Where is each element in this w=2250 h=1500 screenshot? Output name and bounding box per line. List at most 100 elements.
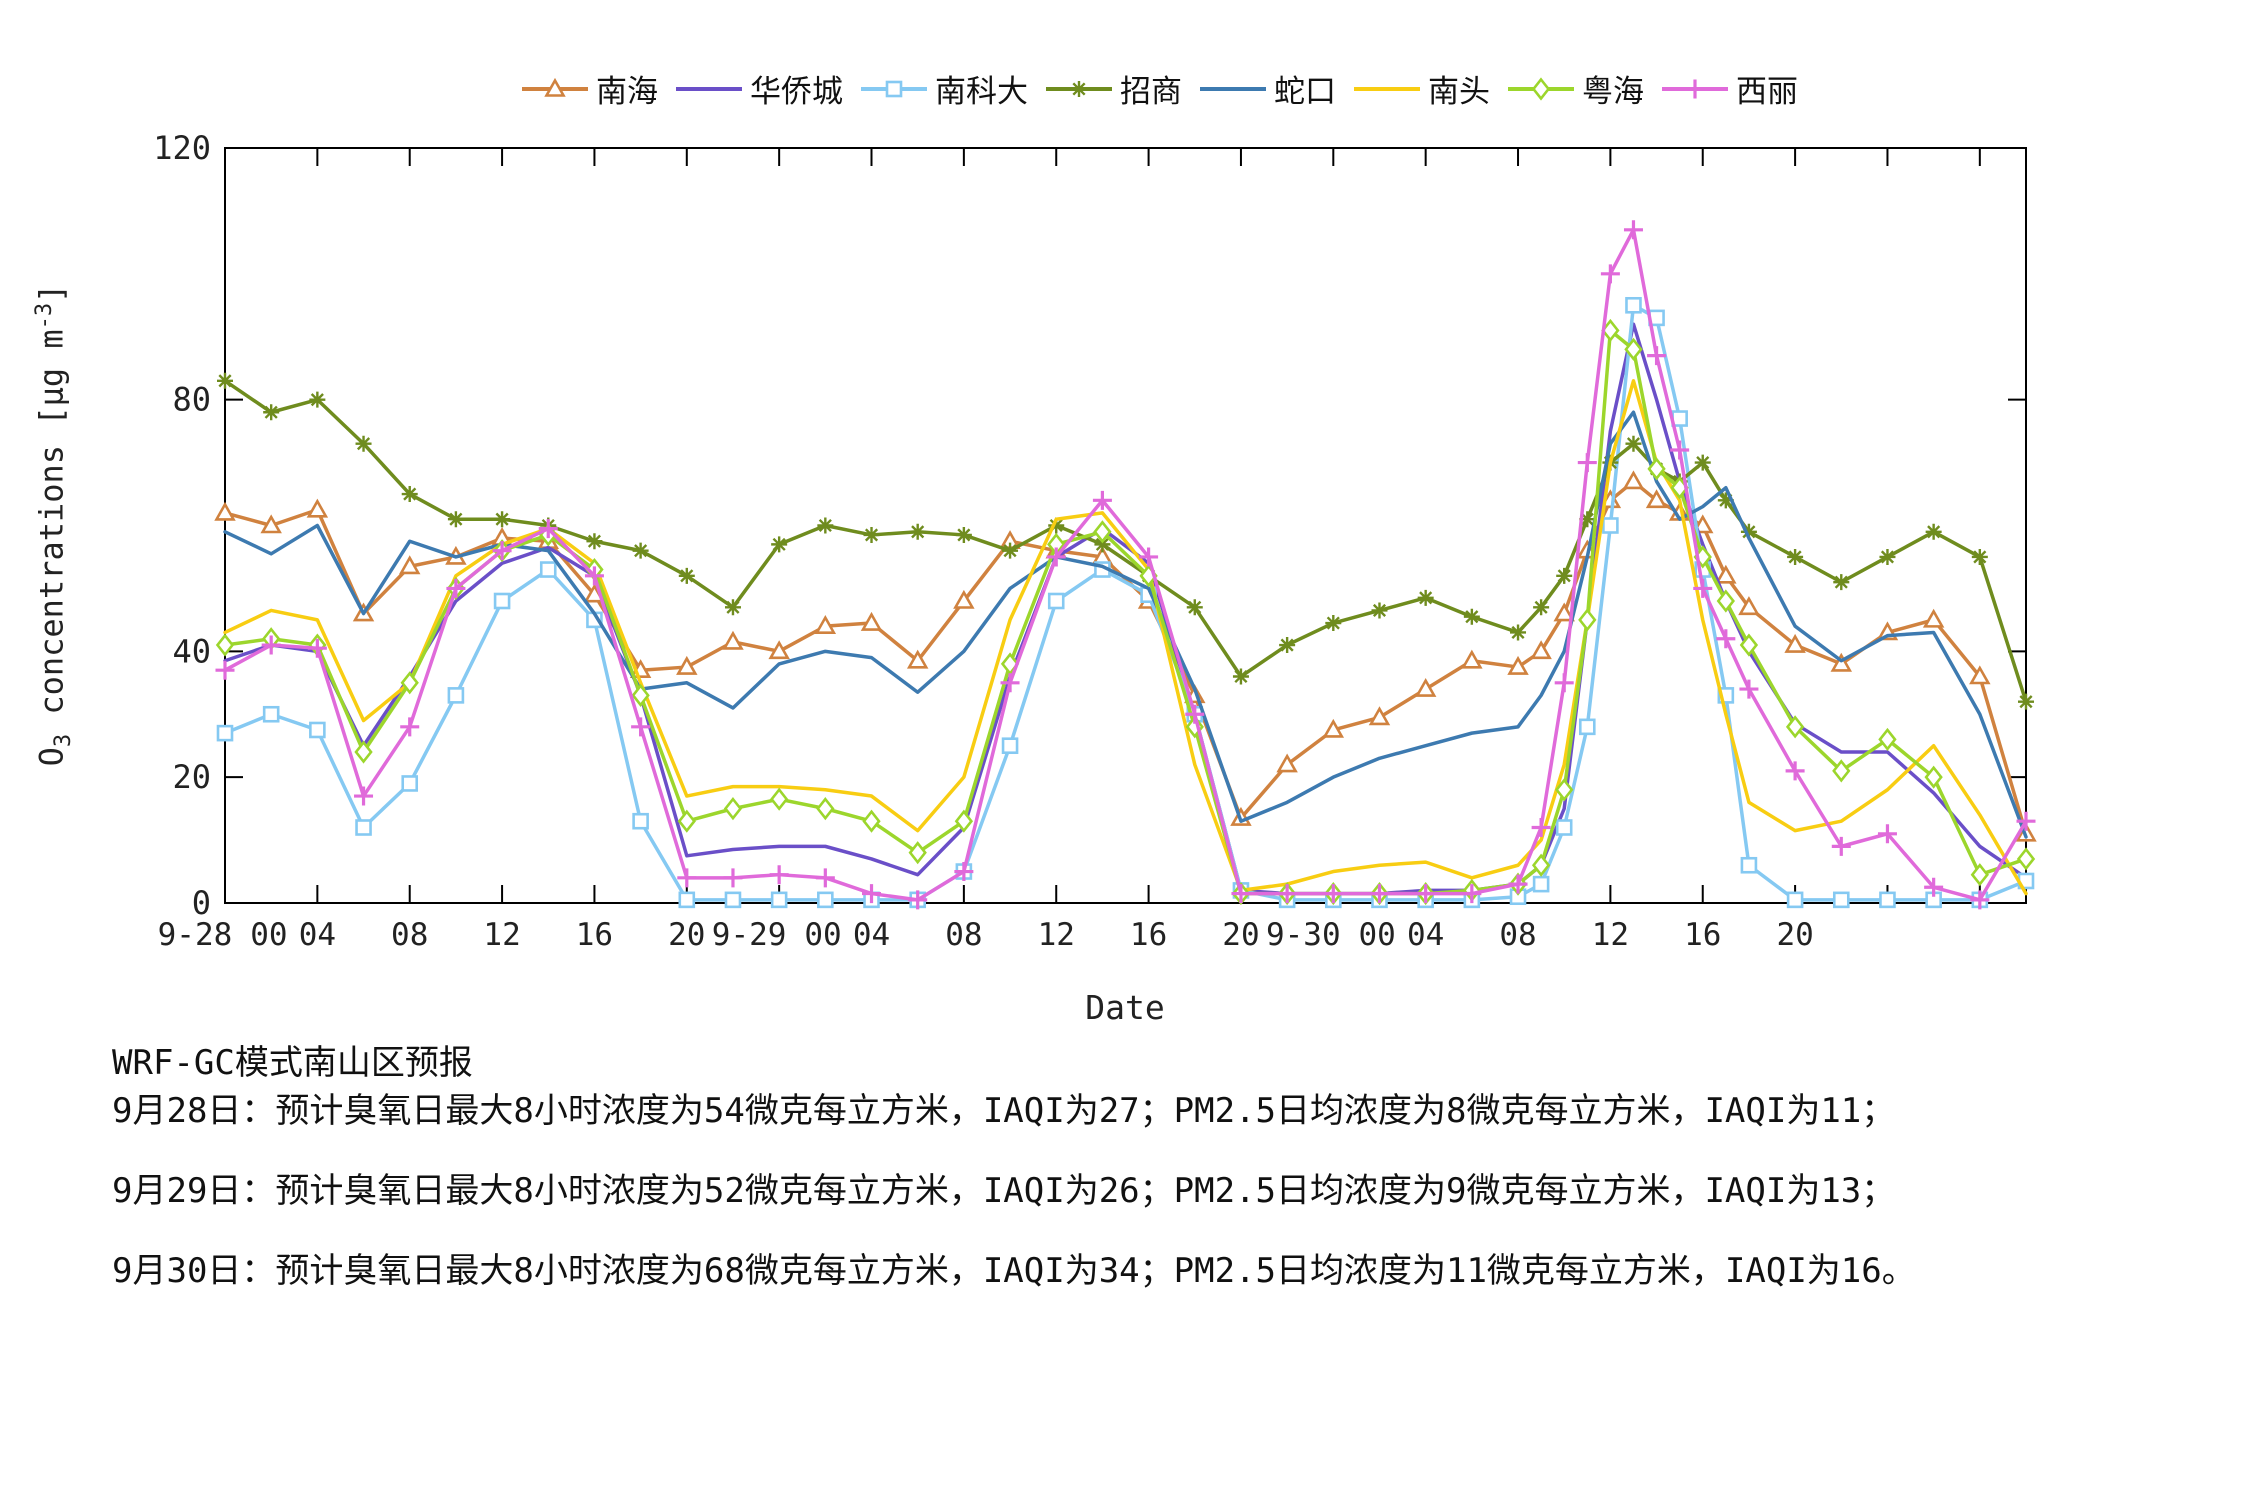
marker-diamond — [1531, 76, 1551, 101]
legend-sample-zhaoshang — [1046, 80, 1112, 97]
marker-diamond — [354, 740, 373, 764]
marker-plus — [908, 890, 928, 910]
marker-asterisk — [1186, 599, 1203, 616]
marker-triangle — [722, 630, 744, 650]
marker-diamond — [1093, 520, 1112, 544]
y-tick-label: 80 — [172, 381, 211, 419]
marker-asterisk — [1071, 80, 1087, 97]
x-tick-label: 12 — [1592, 917, 1629, 953]
marker-diamond — [862, 809, 881, 833]
marker-plus — [631, 717, 651, 737]
marker-square — [355, 819, 372, 836]
legend-label-nanhai: 南海 — [596, 74, 658, 110]
marker-diamond — [1531, 853, 1551, 877]
marker-plus — [1185, 704, 1205, 724]
marker-diamond — [1832, 759, 1851, 783]
legend-sample-nanhai — [522, 77, 588, 97]
marker-plus — [400, 717, 420, 737]
x-tick-label: 00 — [1359, 917, 1396, 953]
series-line-xili — [223, 228, 2028, 902]
marker-plus — [769, 865, 789, 885]
legend-label-nankeda: 南科大 — [935, 74, 1028, 110]
x-tick-label: 9-30 — [1266, 917, 1341, 953]
marker-square — [447, 687, 465, 704]
marker-asterisk — [1879, 548, 1896, 565]
marker-plus — [1716, 629, 1736, 649]
marker-diamond — [954, 809, 974, 833]
marker-plus — [1577, 453, 1597, 473]
marker-diamond — [1624, 337, 1643, 361]
marker-square — [493, 592, 511, 610]
marker-asterisk — [1717, 492, 1734, 509]
marker-plus — [1831, 836, 1851, 856]
marker-diamond — [1716, 589, 1735, 613]
marker-asterisk — [817, 517, 834, 534]
marker-diamond — [631, 683, 650, 707]
legend-sample-yuehai — [1508, 76, 1574, 101]
marker-square — [1625, 296, 1642, 314]
marker-asterisk — [1625, 435, 1642, 452]
forecast-line-sep29: 9月29日：预计臭氧日最大8小时浓度为52微克每立方米，IAQI为26；PM2.… — [112, 1171, 1896, 1211]
marker-asterisk — [263, 404, 280, 421]
marker-triangle — [1922, 608, 1945, 628]
legend-item-yuehai: 粤海 — [1506, 66, 1644, 111]
marker-diamond — [1647, 457, 1666, 481]
marker-asterisk — [771, 536, 788, 553]
marker-triangle — [1553, 602, 1575, 622]
marker-square — [1532, 875, 1550, 893]
marker-plus — [954, 862, 974, 882]
marker-triangle — [398, 555, 421, 575]
y-tick-label: 40 — [172, 632, 211, 670]
marker-triangle — [860, 611, 883, 631]
legend-item-huaqiaocheng: 华侨城 — [674, 66, 843, 111]
legend-label-yuehai: 粤海 — [1582, 74, 1644, 110]
o3-chart: 0 20 40 80 120 9-28 00 04 08 12 16 20 9-29 00 04 08 12 16… — [32, 129, 2037, 1027]
marker-asterisk — [355, 435, 372, 452]
marker-plus — [215, 660, 235, 680]
forecast-line-sep28: 9月28日：预计臭氧日最大8小时浓度为54微克每立方米，IAQI为27；PM2.… — [112, 1091, 1896, 1131]
marker-asterisk — [1371, 602, 1388, 619]
plot-box — [224, 147, 2027, 904]
marker-square — [770, 891, 788, 909]
marker-square — [724, 891, 742, 909]
legend-sample-nantou — [1354, 86, 1420, 91]
marker-asterisk — [1556, 567, 1573, 584]
marker-triangle — [1507, 655, 1529, 675]
x-tick-label: 04 — [853, 917, 890, 953]
x-tick-label: 08 — [391, 917, 428, 953]
legend-sample-xili — [1662, 79, 1728, 98]
legend-label-shekou: 蛇口 — [1274, 74, 1336, 110]
series-line-shekou — [223, 410, 2028, 839]
marker-plus — [538, 519, 558, 539]
legend-item-nantou: 南头 — [1352, 66, 1490, 111]
marker-triangle — [1715, 564, 1737, 584]
marker-diamond — [1878, 727, 1897, 752]
legend-item-shekou: 蛇口 — [1198, 66, 1336, 111]
marker-asterisk — [724, 599, 741, 616]
marker-diamond — [723, 797, 743, 821]
x-tick-label: 12 — [483, 917, 520, 953]
marker-plus — [723, 868, 743, 888]
marker-plus — [2016, 811, 2036, 831]
marker-asterisk — [1048, 517, 1065, 534]
marker-diamond — [1185, 715, 1204, 739]
y-axis-label: O3 concentrations [μg m-3] — [32, 283, 77, 767]
marker-plus — [307, 638, 327, 658]
marker-plus — [261, 635, 281, 655]
marker-diamond — [400, 671, 419, 695]
marker-asterisk — [1232, 668, 1249, 685]
marker-triangle — [1645, 489, 1668, 509]
marker-diamond — [769, 787, 789, 811]
marker-square — [1555, 819, 1573, 836]
marker-asterisk — [1787, 548, 1804, 565]
legend-sample-shekou — [1200, 86, 1266, 91]
marker-asterisk — [1417, 589, 1434, 606]
marker-triangle — [1530, 640, 1552, 660]
marker-square — [678, 891, 696, 909]
legend-item-xili: 西丽 — [1660, 66, 1798, 111]
marker-asterisk — [1925, 523, 1942, 540]
marker-square — [632, 812, 649, 830]
legend-item-nanhai: 南海 — [520, 66, 658, 111]
marker-triangle — [1276, 753, 1298, 773]
x-tick-label: 00 — [804, 917, 841, 953]
